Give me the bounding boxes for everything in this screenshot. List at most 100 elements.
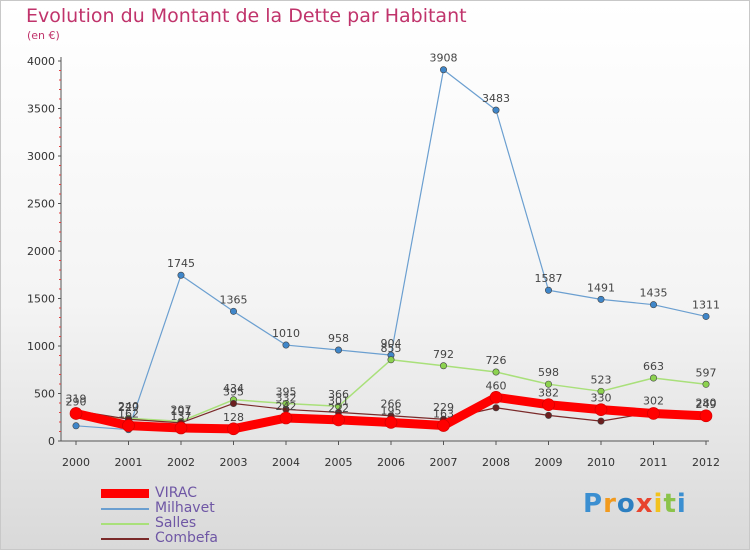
- data-label-virac: 249: [696, 398, 717, 411]
- data-label-salles: 207: [171, 403, 192, 416]
- data-label-virac: 290: [66, 395, 87, 408]
- data-point-milhavet: [439, 66, 447, 74]
- data-label-combefa: 280: [696, 396, 717, 409]
- data-label-milhavet: 3908: [430, 52, 458, 65]
- logo-letter: x: [635, 489, 654, 519]
- x-tick-label: 2007: [430, 456, 458, 469]
- data-point-virac: [174, 421, 188, 435]
- chart-title: Evolution du Montant de la Dette par Hab…: [26, 5, 467, 27]
- data-label-combefa: 229: [118, 401, 139, 414]
- data-point-milhavet: [334, 346, 342, 354]
- logo-letter: P: [583, 489, 604, 519]
- data-label-milhavet: 1491: [587, 281, 615, 294]
- data-label-virac: 163: [433, 408, 454, 421]
- data-label-milhavet: 1010: [272, 327, 300, 340]
- legend-swatch: [101, 507, 149, 510]
- data-label-milhavet: 3483: [482, 92, 510, 105]
- data-point-milhavet: [492, 106, 500, 114]
- legend-swatch: [101, 489, 149, 498]
- data-point-virac: [437, 419, 450, 432]
- data-label-salles: 597: [696, 366, 717, 379]
- data-label-milhavet: 1311: [692, 298, 720, 311]
- data-label-salles: 792: [433, 348, 454, 361]
- data-point-virac: [122, 419, 135, 432]
- data-point-salles: [544, 380, 552, 388]
- data-label-combefa: 302: [643, 394, 664, 407]
- data-label-virac: 128: [223, 411, 244, 424]
- data-point-combefa: [492, 404, 500, 412]
- legend-item-combefa: Combefa: [101, 531, 218, 546]
- data-point-salles: [702, 380, 710, 388]
- x-tick-label: 2012: [692, 456, 720, 469]
- data-label-salles: 366: [328, 388, 349, 401]
- x-tick-label: 2002: [167, 456, 195, 469]
- y-tick-label: 1000: [27, 340, 55, 353]
- data-label-salles: 434: [223, 382, 244, 395]
- data-point-milhavet: [177, 271, 185, 279]
- data-label-milhavet: 958: [328, 332, 349, 345]
- data-point-virac: [384, 416, 398, 429]
- data-label-milhavet: 904: [381, 337, 402, 350]
- data-point-milhavet: [702, 312, 710, 320]
- data-point-salles: [439, 362, 447, 370]
- x-tick-label: 2010: [587, 456, 615, 469]
- data-point-virac: [69, 407, 83, 420]
- data-point-virac: [332, 413, 345, 427]
- x-tick-label: 2008: [482, 456, 510, 469]
- data-label-virac: 330: [591, 392, 612, 405]
- data-label-salles: 395: [276, 385, 297, 398]
- data-point-virac: [279, 411, 293, 425]
- data-label-salles: 598: [538, 366, 559, 379]
- data-label-milhavet: 1365: [220, 293, 248, 306]
- logo-letter: i: [653, 489, 664, 519]
- data-point-salles: [492, 368, 500, 376]
- legend-item-virac: VIRAC: [101, 486, 218, 501]
- data-label-salles: 663: [643, 360, 664, 373]
- data-label-combefa: 319: [66, 393, 87, 406]
- data-point-virac: [542, 398, 555, 412]
- data-point-virac: [227, 422, 240, 436]
- data-point-salles: [597, 387, 605, 395]
- logo-letter: r: [603, 489, 617, 519]
- x-tick-label: 2006: [377, 456, 405, 469]
- proxiti-logo: Proxiti: [583, 489, 687, 519]
- x-tick-label: 2004: [272, 456, 300, 469]
- data-label-virac: 137: [171, 410, 192, 423]
- legend-item-salles: Salles: [101, 516, 218, 531]
- data-point-milhavet: [230, 307, 238, 315]
- data-label-virac: 382: [538, 387, 559, 400]
- data-label-combefa: 332: [276, 391, 297, 404]
- data-label-combefa: 266: [381, 398, 402, 411]
- data-label-salles: 726: [486, 354, 507, 367]
- legend: VIRAC Milhavet Salles Combefa: [101, 486, 218, 546]
- x-tick-label: 2001: [115, 456, 143, 469]
- data-point-salles: [387, 356, 395, 364]
- data-label-salles: 523: [591, 373, 612, 386]
- data-point-virac: [489, 390, 503, 404]
- y-tick-label: 500: [34, 388, 55, 401]
- data-point-salles: [649, 374, 657, 382]
- series-line-milhavet: [75, 69, 707, 431]
- y-tick-label: 0: [48, 435, 55, 448]
- legend-swatch: [101, 537, 149, 540]
- y-tick-label: 2000: [27, 245, 55, 258]
- logo-letter: t: [663, 489, 677, 519]
- x-tick-label: 2005: [325, 456, 353, 469]
- data-label-salles: 240: [118, 400, 139, 413]
- x-tick-label: 2003: [220, 456, 248, 469]
- legend-label: Salles: [155, 515, 197, 531]
- data-point-virac: [647, 407, 660, 420]
- logo-letter: i: [676, 489, 687, 519]
- x-tick-label: 2011: [640, 456, 668, 469]
- data-label-virac: 162: [118, 408, 139, 421]
- y-tick-label: 3500: [27, 103, 55, 116]
- data-point-milhavet: [282, 341, 290, 349]
- data-label-milhavet: 1745: [167, 257, 195, 270]
- y-tick-label: 1500: [27, 293, 55, 306]
- legend-swatch: [101, 522, 149, 525]
- legend-item-milhavet: Milhavet: [101, 501, 218, 516]
- legend-label: Combefa: [155, 530, 218, 546]
- data-label-virac: 460: [486, 379, 507, 392]
